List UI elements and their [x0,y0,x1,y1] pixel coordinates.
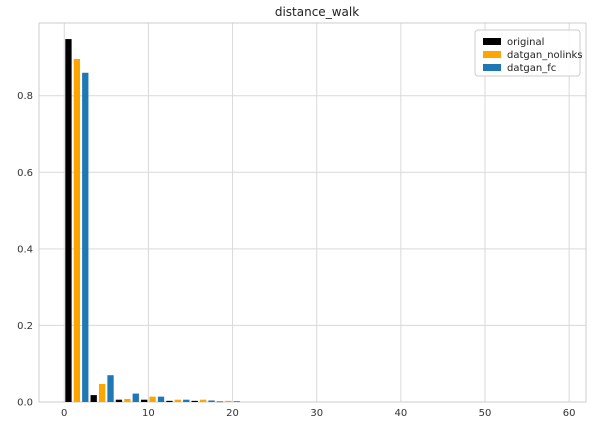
bar-original [216,401,224,403]
legend-swatch [483,38,501,45]
bar-original [90,395,97,402]
bar-datgan-fc [132,393,139,402]
legend: original datgan_nolinks datgan_fc [474,29,583,77]
y-tick-label: 0.0 [17,398,33,409]
bar-datgan-nolinks [225,400,232,402]
bar-datgan-fc [82,72,89,403]
bar-datgan-fc [183,399,190,402]
legend-label: datgan_nolinks [507,50,583,61]
x-tick-label: 20 [226,408,239,419]
bar-original [65,39,72,402]
x-tick-label: 0 [61,408,67,419]
bars [65,39,240,403]
bar-original [141,399,148,402]
bar-original [166,400,173,402]
bar-original [191,400,198,402]
bar-datgan-fc [107,375,114,402]
legend-swatch [483,64,501,71]
bar-datgan-fc [233,401,240,402]
bar-datgan-fc [208,400,215,402]
legend-label: original [507,37,544,48]
tick-labels: 0 10 20 30 40 50 60 0.0 0.2 0.4 0.6 0.8 [17,91,575,419]
x-tick-label: 10 [142,408,155,419]
bar-datgan-fc [157,396,165,402]
legend-label: datgan_fc [507,63,556,74]
x-tick-label: 50 [479,408,492,419]
x-tick-label: 30 [310,408,323,419]
plot-area-frame [38,22,587,403]
y-tick-label: 0.2 [17,321,33,332]
bar-datgan-nolinks [124,398,131,402]
y-tick-label: 0.4 [17,244,33,255]
y-tick-label: 0.8 [17,91,33,102]
bar-datgan-nolinks [149,396,156,402]
bar-datgan-nolinks [174,399,182,402]
grid [39,23,586,403]
x-tick-label: 60 [563,408,576,419]
bar-original [115,399,123,402]
legend-box [474,29,581,77]
bar-datgan-nolinks [199,399,207,402]
chart-title: distance_walk [275,5,359,19]
bar-datgan-nolinks [73,58,81,402]
bar-datgan-nolinks [98,384,106,402]
y-tick-label: 0.6 [17,168,33,179]
legend-swatch [483,51,501,58]
x-tick-label: 40 [394,408,407,419]
